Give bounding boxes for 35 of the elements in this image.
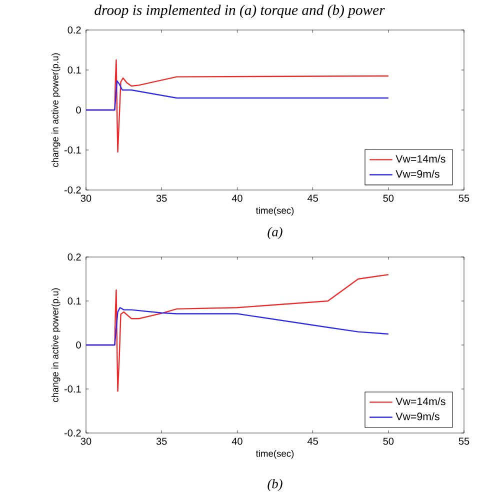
line-series (86, 307, 389, 346)
x-tick-label: 50 (383, 194, 394, 202)
y-axis-title: change in active power(p.u) (52, 288, 60, 402)
y-tick-label: -0.1 (64, 385, 81, 393)
line-series (86, 80, 389, 111)
y-tick-label: 0.1 (68, 66, 81, 74)
x-tick-label: 35 (156, 438, 167, 445)
legend-label: Vw=9m/s (396, 170, 440, 178)
y-tick-label: -0.2 (64, 186, 81, 194)
chart-title: droop is implemented in (a) torque and (b) power (94, 4, 385, 18)
y-tick-label: 0.2 (68, 26, 81, 34)
x-tick-label: 30 (80, 194, 92, 202)
y-tick-label: 0 (76, 106, 81, 114)
x-tick-label: 45 (307, 438, 318, 445)
x-tick-label: 40 (232, 438, 242, 445)
x-tick-label: 55 (458, 438, 470, 445)
legend-label: Vw=14m/s (396, 397, 446, 406)
x-tick-label: 45 (307, 194, 318, 202)
x-tick-label: 35 (156, 194, 167, 202)
y-tick-label: 0 (76, 341, 81, 349)
text: (a) (268, 226, 282, 240)
x-tick-label: 55 (458, 194, 470, 202)
x-tick-label: 50 (383, 438, 394, 445)
y-axis-title: change in active power(p.u) (52, 53, 60, 167)
y-tick-label: 0.1 (68, 297, 81, 305)
y-tick-label: -0.2 (64, 429, 81, 437)
x-axis-title: time(sec) (256, 450, 294, 459)
legend-label: Vw=9m/s (396, 412, 440, 420)
x-tick-label: 40 (232, 194, 242, 202)
x-tick-label: 30 (80, 438, 92, 445)
y-tick-label: 0.2 (68, 253, 81, 261)
y-tick-label: -0.1 (64, 146, 81, 154)
text: (b) (268, 478, 282, 492)
legend-label: Vw=14m/s (396, 154, 446, 163)
x-axis-title: time(sec) (256, 206, 294, 216)
